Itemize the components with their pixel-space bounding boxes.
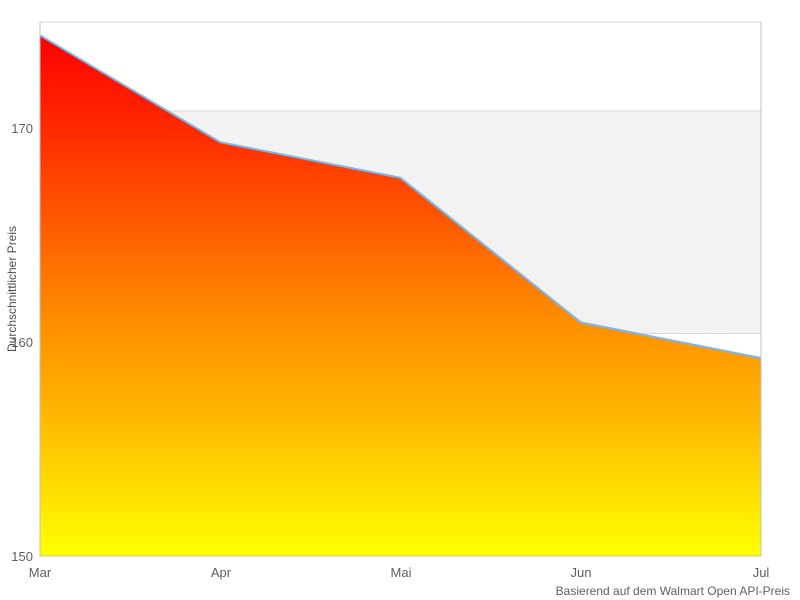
y-axis-tick-labels: 170 160 150 — [11, 121, 33, 564]
y-tick-label-170: 170 — [11, 121, 33, 136]
x-tick-label-apr: Apr — [211, 565, 232, 580]
x-tick-label-jul: Jul — [753, 565, 770, 580]
y-tick-label-150: 150 — [11, 549, 33, 564]
x-tick-label-mai: Mai — [391, 565, 412, 580]
x-tick-label-mar: Mar — [29, 565, 52, 580]
y-tick-label-160: 160 — [11, 335, 33, 350]
series-area-group — [40, 34, 761, 556]
y-axis-title: Durchschnittlicher Preis — [5, 226, 19, 352]
x-axis-tick-labels: Mar Apr Mai Jun Jul — [29, 565, 770, 580]
x-tick-label-jun: Jun — [571, 565, 592, 580]
series-line — [40, 34, 761, 359]
series-area-fill — [40, 35, 761, 556]
chart-credit-label: Basierend auf dem Walmart Open API-Preis — [556, 584, 790, 598]
